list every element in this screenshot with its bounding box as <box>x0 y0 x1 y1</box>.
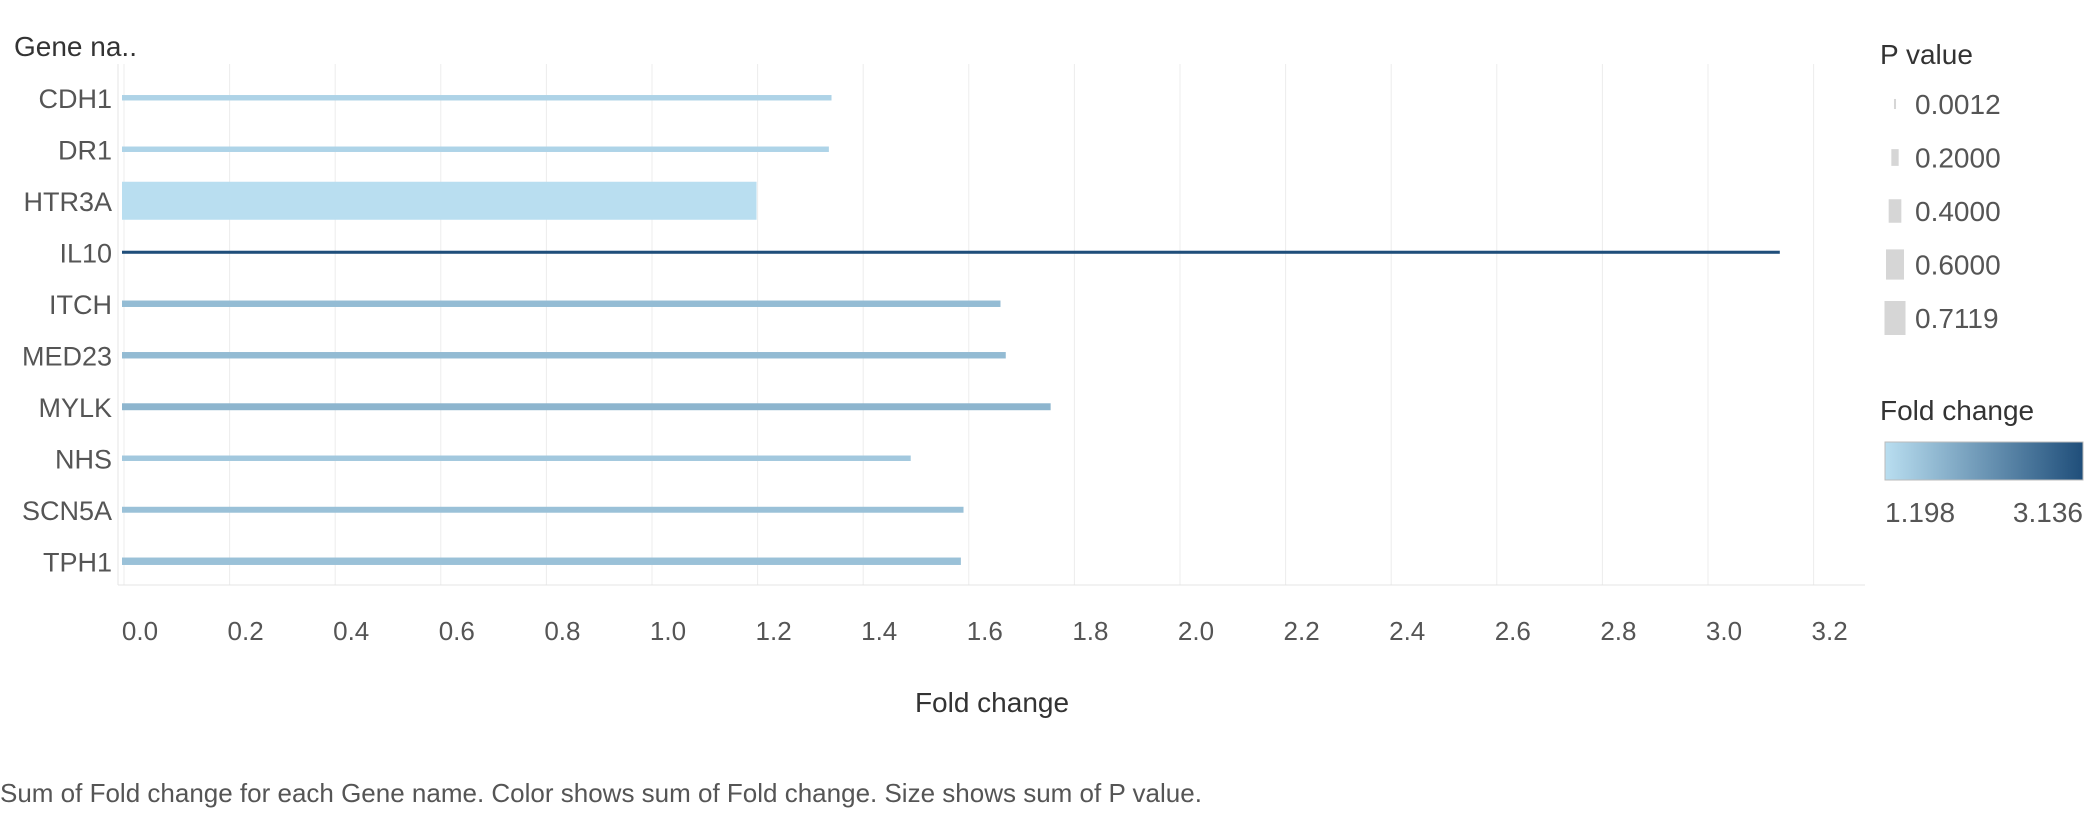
category-label: IL10 <box>59 238 112 268</box>
bar-nhs <box>122 455 911 461</box>
bar-dr1 <box>122 146 829 152</box>
fold-change-legend-title: Fold change <box>1880 395 2034 426</box>
category-label: ITCH <box>49 290 112 320</box>
bar-med23 <box>122 352 1006 359</box>
category-label: HTR3A <box>23 187 112 217</box>
x-tick-label: 3.2 <box>1812 616 1848 646</box>
x-tick-label: 1.6 <box>967 616 1003 646</box>
p-value-size-swatch <box>1885 249 1905 280</box>
x-tick-label: 2.4 <box>1389 616 1425 646</box>
row-header: Gene na.. <box>14 31 137 62</box>
bar-tph1 <box>122 557 961 565</box>
legend: P value 0.0012 0.2000 0.4000 0.6000 0.7119 F… <box>1880 39 2084 528</box>
p-value-legend-label: 0.7119 <box>1915 303 1999 334</box>
x-tick-label: 2.8 <box>1600 616 1636 646</box>
bar-itch <box>122 300 1001 307</box>
x-tick-label: 1.2 <box>756 616 792 646</box>
p-value-size-swatch <box>1884 301 1906 335</box>
p-value-legend-label: 0.6000 <box>1915 250 2001 281</box>
p-value-legend-title: P value <box>1880 39 1973 70</box>
x-tick-label: 1.4 <box>861 616 897 646</box>
p-value-legend-label: 0.2000 <box>1915 143 2001 174</box>
bar-mylk <box>122 403 1051 411</box>
x-tick-label: 0.2 <box>228 616 264 646</box>
category-label: SCN5A <box>22 496 112 526</box>
p-value-size-swatch <box>1891 149 1899 166</box>
category-label: TPH1 <box>43 547 112 577</box>
x-axis-ticks: 0.0 0.2 0.4 0.6 0.8 1.0 1.2 1.4 1.6 1.8 2.0 2.2 2.4 2… <box>122 616 1848 646</box>
x-tick-label: 1.8 <box>1072 616 1108 646</box>
x-tick-label: 3.0 <box>1706 616 1742 646</box>
p-value-legend-items: 0.0012 0.2000 0.4000 0.6000 0.7119 <box>1884 89 2001 335</box>
x-tick-label: 2.0 <box>1178 616 1214 646</box>
p-value-size-swatch <box>1893 98 1897 110</box>
category-label: MED23 <box>22 341 112 371</box>
x-tick-label: 1.0 <box>650 616 686 646</box>
category-label: NHS <box>55 444 112 474</box>
p-value-legend-label: 0.0012 <box>1915 89 2001 120</box>
category-rows: CDH1 DR1 HTR3A IL10 ITCH MED23 MYLK NHS SCN5A TPH… <box>22 84 112 578</box>
bars <box>122 95 1780 565</box>
x-tick-label: 0.6 <box>439 616 475 646</box>
p-value-legend-label: 0.4000 <box>1915 196 2001 227</box>
x-tick-label: 0.4 <box>333 616 369 646</box>
p-value-size-swatch <box>1888 199 1902 223</box>
category-label: DR1 <box>58 135 112 165</box>
x-tick-label: 0.8 <box>544 616 580 646</box>
chart-caption: Sum of Fold change for each Gene name. C… <box>0 778 1202 808</box>
color-legend-max: 3.136 <box>2013 497 2083 528</box>
color-legend-min: 1.198 <box>1885 497 1955 528</box>
x-tick-label: 2.2 <box>1284 616 1320 646</box>
bar-scn5a <box>122 506 964 513</box>
x-axis-label: Fold change <box>915 687 1069 718</box>
bar-htr3a <box>122 181 757 220</box>
category-label: CDH1 <box>38 84 112 114</box>
x-tick-label: 0.0 <box>122 616 158 646</box>
fold-change-color-ramp <box>1884 441 2084 481</box>
bar-il10 <box>122 250 1780 254</box>
category-label: MYLK <box>38 393 112 423</box>
x-tick-label: 2.6 <box>1495 616 1531 646</box>
bar-cdh1 <box>122 95 832 101</box>
